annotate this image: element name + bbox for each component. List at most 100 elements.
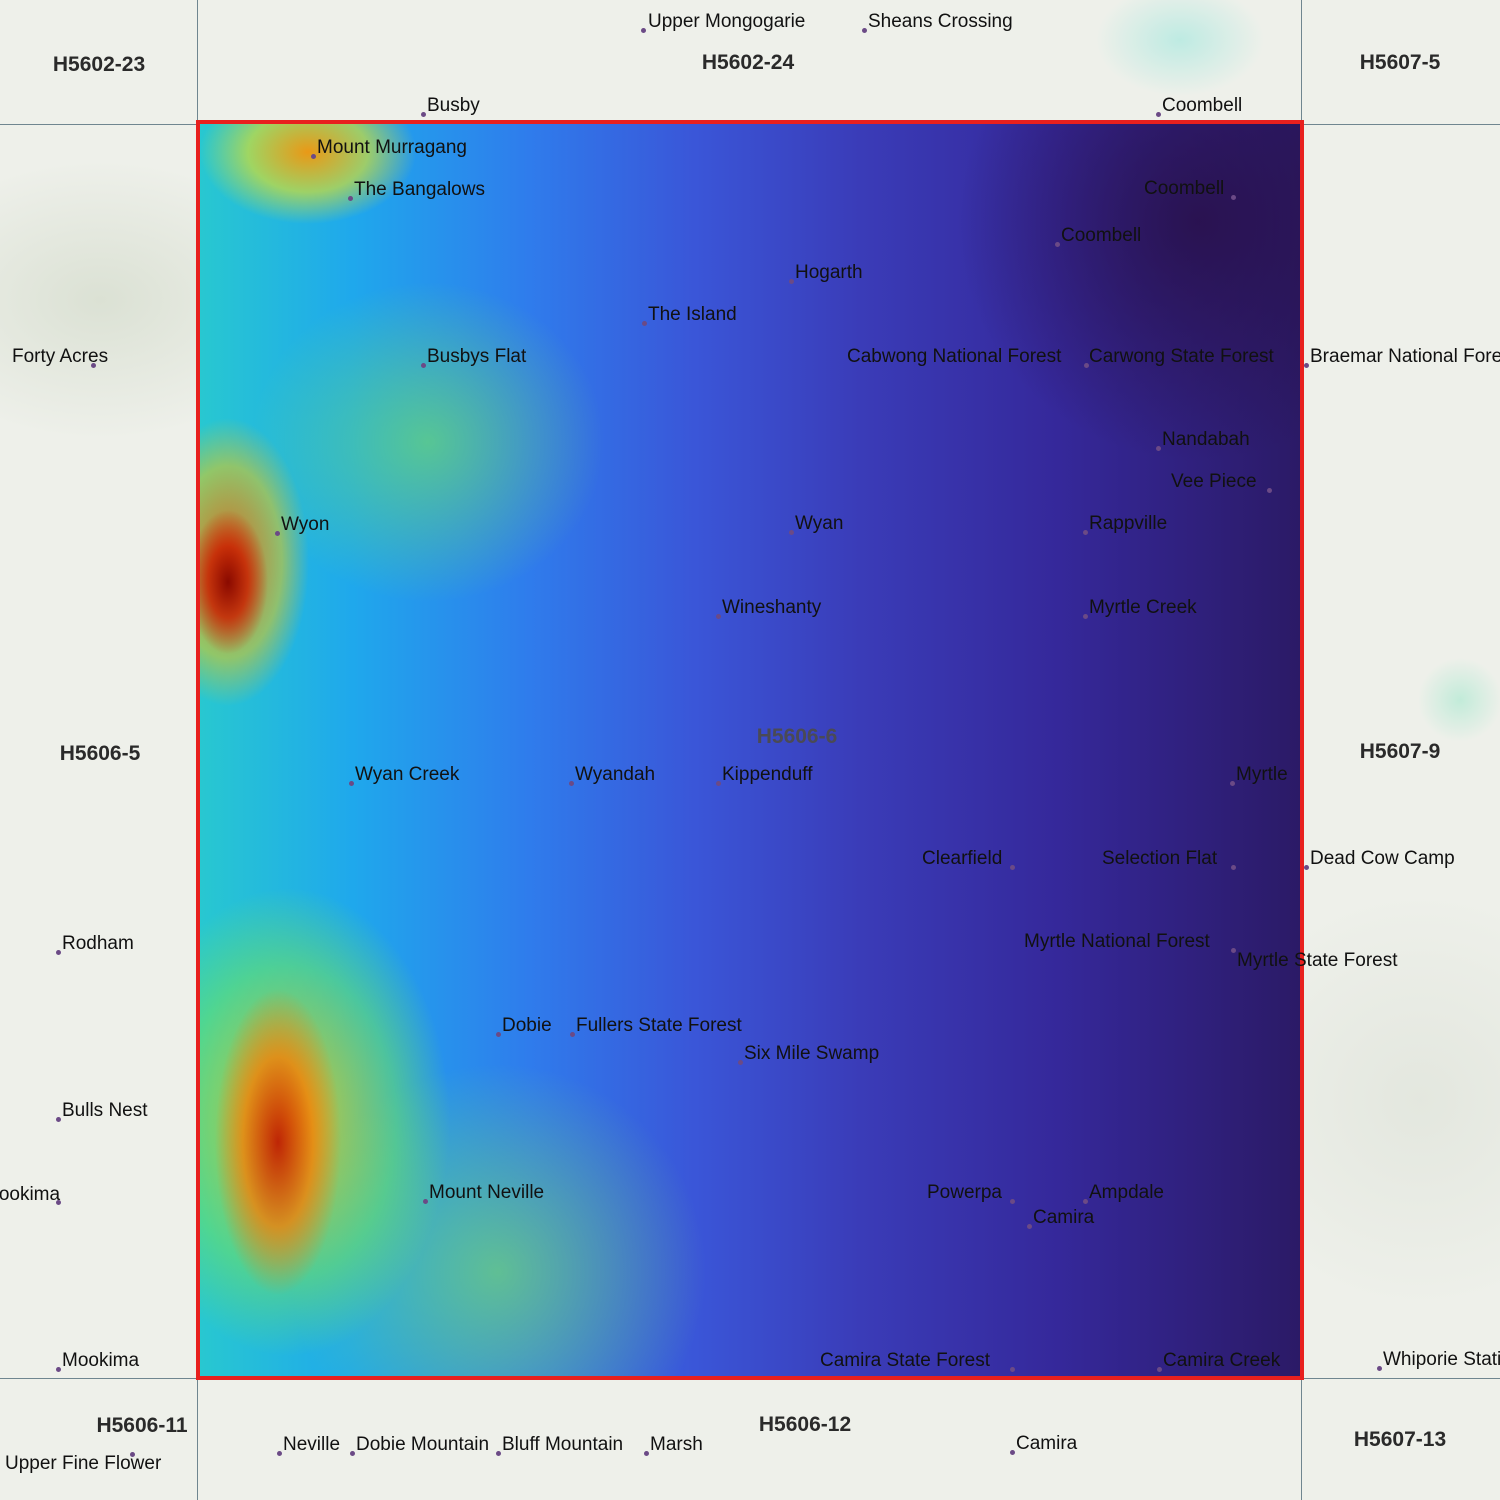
place-label[interactable]: Wineshanty [722, 597, 822, 618]
place-marker-icon[interactable] [716, 614, 721, 619]
place-label[interactable]: Coombell [1144, 178, 1225, 199]
place-marker-icon[interactable] [1010, 1450, 1015, 1455]
place-label[interactable]: Sheans Crossing [868, 11, 1013, 32]
place-label[interactable]: Rodham [62, 933, 134, 954]
place-label[interactable]: The Bangalows [354, 179, 485, 200]
place-label[interactable]: Carwong State Forest [1089, 346, 1274, 367]
place-marker-icon[interactable] [1010, 865, 1015, 870]
place-label[interactable]: Myrtle [1236, 764, 1288, 785]
place-marker-icon[interactable] [1156, 446, 1161, 451]
place-marker-icon[interactable] [350, 1451, 355, 1456]
place-label[interactable]: Myrtle National Forest [1024, 931, 1210, 952]
place-label[interactable]: Cabwong National Forest [847, 346, 1062, 367]
place-label[interactable]: Mount Neville [429, 1182, 545, 1203]
place-marker-icon[interactable] [1010, 1199, 1015, 1204]
place-label[interactable]: Braemar National Forest [1310, 346, 1500, 367]
place-label[interactable]: Whiporie Station [1383, 1349, 1500, 1370]
place-label[interactable]: Marsh [650, 1434, 703, 1455]
place-marker-icon[interactable] [1304, 363, 1309, 368]
elevation-raster[interactable] [198, 122, 1302, 1378]
place-marker-icon[interactable] [1055, 242, 1060, 247]
place-marker-icon[interactable] [789, 279, 794, 284]
place-marker-icon[interactable] [91, 363, 96, 368]
place-label[interactable]: Six Mile Swamp [744, 1043, 880, 1064]
place-label[interactable]: Clearfield [922, 848, 1003, 869]
place-marker-icon[interactable] [1083, 530, 1088, 535]
place-marker-icon[interactable] [1377, 1366, 1382, 1371]
place-marker-icon[interactable] [1010, 1367, 1015, 1372]
place-label[interactable]: Kippenduff [722, 764, 813, 785]
place-marker-icon[interactable] [1083, 1199, 1088, 1204]
place-label[interactable]: Mount Murragang [317, 137, 467, 158]
place-marker-icon[interactable] [738, 1060, 743, 1065]
place-marker-icon[interactable] [1156, 112, 1161, 117]
place-marker-icon[interactable] [496, 1032, 501, 1037]
place-label[interactable]: Wyon [281, 514, 330, 535]
place-marker-icon[interactable] [56, 950, 61, 955]
place-marker-icon[interactable] [56, 1367, 61, 1372]
place-label[interactable]: Vee Piece [1171, 471, 1257, 492]
place-label[interactable]: Ampdale [1089, 1182, 1164, 1203]
place-marker-icon[interactable] [1083, 614, 1088, 619]
place-marker-icon[interactable] [1267, 488, 1272, 493]
place-marker-icon[interactable] [56, 1200, 61, 1205]
place-label[interactable]: Dobie [502, 1015, 552, 1036]
place-marker-icon[interactable] [569, 781, 574, 786]
place-marker-icon[interactable] [1027, 1224, 1032, 1229]
place-label[interactable]: Forty Acres [12, 346, 109, 367]
place-label[interactable]: Dead Cow Camp [1310, 848, 1455, 869]
place-label[interactable]: Dobie Mountain [356, 1434, 490, 1455]
place-label[interactable]: The Island [648, 304, 737, 325]
place-marker-icon[interactable] [349, 781, 354, 786]
place-marker-icon[interactable] [1231, 948, 1236, 953]
place-label[interactable]: Upper Mongogarie [648, 11, 806, 32]
place-marker-icon[interactable] [277, 1451, 282, 1456]
place-marker-icon[interactable] [311, 154, 316, 159]
place-marker-icon[interactable] [1230, 781, 1235, 786]
place-marker-icon[interactable] [1084, 363, 1089, 368]
place-label[interactable]: Camira State Forest [820, 1350, 990, 1371]
place-label[interactable]: Busby [427, 95, 480, 116]
place-marker-icon[interactable] [1304, 865, 1309, 870]
place-label[interactable]: Myrtle State Forest [1237, 950, 1398, 971]
place-marker-icon[interactable] [716, 781, 721, 786]
place-label[interactable]: Bulls Nest [62, 1100, 148, 1121]
place-label[interactable]: Myrtle Creek [1089, 597, 1197, 618]
place-label[interactable]: Mookima [0, 1184, 61, 1205]
place-marker-icon[interactable] [642, 321, 647, 326]
place-marker-icon[interactable] [56, 1117, 61, 1122]
place-label[interactable]: Wyandah [575, 764, 656, 785]
place-label[interactable]: Coombell [1162, 95, 1243, 116]
place-label[interactable]: Camira [1016, 1433, 1078, 1454]
place-label[interactable]: Camira Creek [1163, 1350, 1281, 1371]
place-marker-icon[interactable] [1157, 1367, 1162, 1372]
place-label[interactable]: Powerpa [927, 1182, 1002, 1203]
place-label[interactable]: Mookima [62, 1350, 140, 1371]
place-marker-icon[interactable] [275, 531, 280, 536]
place-marker-icon[interactable] [1231, 195, 1236, 200]
place-marker-icon[interactable] [348, 196, 353, 201]
place-marker-icon[interactable] [421, 112, 426, 117]
place-label[interactable]: Neville [283, 1434, 341, 1455]
place-marker-icon[interactable] [644, 1451, 649, 1456]
place-marker-icon[interactable] [130, 1452, 135, 1457]
place-label[interactable]: Nandabah [1162, 429, 1250, 450]
place-marker-icon[interactable] [1231, 865, 1236, 870]
place-label[interactable]: Fullers State Forest [576, 1015, 742, 1036]
place-label[interactable]: Wyan Creek [355, 764, 460, 785]
place-marker-icon[interactable] [641, 28, 646, 33]
place-marker-icon[interactable] [570, 1032, 575, 1037]
place-label[interactable]: Wyan [795, 513, 844, 534]
place-label[interactable]: Hogarth [795, 262, 863, 283]
place-label[interactable]: Rappville [1089, 513, 1168, 534]
place-marker-icon[interactable] [862, 28, 867, 33]
place-label[interactable]: Bluff Mountain [502, 1434, 624, 1455]
place-label[interactable]: Selection Flat [1102, 848, 1218, 869]
place-marker-icon[interactable] [421, 363, 426, 368]
place-label[interactable]: Upper Fine Flower [5, 1453, 162, 1474]
place-label[interactable]: Busbys Flat [427, 346, 527, 367]
place-marker-icon[interactable] [496, 1451, 501, 1456]
place-marker-icon[interactable] [423, 1199, 428, 1204]
place-marker-icon[interactable] [789, 530, 794, 535]
place-label[interactable]: Coombell [1061, 225, 1142, 246]
